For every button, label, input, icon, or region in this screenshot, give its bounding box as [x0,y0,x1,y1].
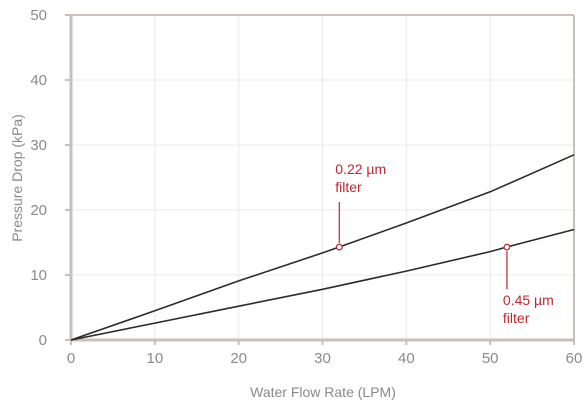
tick-labels: 0 10 20 30 40 50 60 0 10 20 30 40 50 [30,7,582,367]
y-axis-title: Pressure Drop (kPa) [9,114,25,242]
x-axis-title: Water Flow Rate (LPM) [250,384,396,400]
y-tick-label: 50 [30,7,47,24]
annotations: 0.22 µm filter 0.45 µm filter [335,161,554,326]
annotation-marker-2 [503,243,511,251]
y-tick-label: 10 [30,267,47,284]
series-line-1 [70,154,575,341]
x-tick-label: 0 [67,350,75,367]
annotation-label-line: 0.22 µm [335,161,386,177]
x-tick-label: 10 [146,350,163,367]
y-tick-label: 30 [30,137,47,154]
y-tick-label: 0 [39,332,47,349]
y-tick-label: 40 [30,72,47,89]
annotation-label-line: filter [335,179,362,195]
grid [71,14,574,340]
y-tick-label: 20 [30,202,47,219]
axes [65,14,575,345]
x-tick-label: 40 [398,350,415,367]
x-tick-label: 60 [566,350,583,367]
x-tick-label: 30 [314,350,331,367]
annotation-label-1: 0.22 µm filter [335,161,386,195]
annotation-label-line: filter [503,310,530,326]
annotation-label-line: 0.45 µm [503,292,554,308]
x-tick-label: 20 [230,350,247,367]
annotation-marker-1 [335,243,343,251]
annotation-label-2: 0.45 µm filter [503,292,554,326]
x-tick-label: 50 [482,350,499,367]
